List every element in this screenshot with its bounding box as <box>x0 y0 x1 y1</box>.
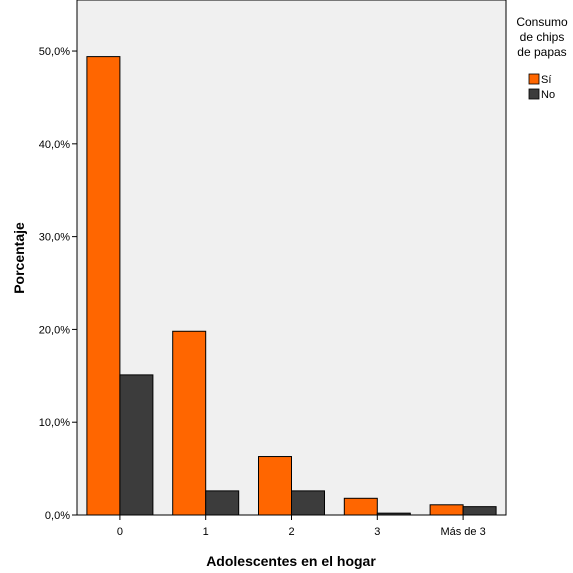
legend-label-no: No <box>541 89 555 101</box>
y-tick-label: 0,0% <box>45 510 70 522</box>
y-tick-label: 20,0% <box>39 324 70 336</box>
bar-si-3 <box>343 497 378 516</box>
legend: Consumo de chips de papas Sí No <box>516 15 568 101</box>
legend-title-line-2: de chips <box>520 30 565 44</box>
x-tick-label: 0 <box>117 526 123 538</box>
bar-si-1 <box>172 330 207 516</box>
legend-title-line-1: Consumo <box>516 15 568 29</box>
bar-si-0 <box>86 56 121 516</box>
y-tick-label: 10,0% <box>39 417 70 429</box>
bar-no-1 <box>205 490 240 516</box>
x-tick-label: 2 <box>288 526 294 538</box>
y-tick-label: 30,0% <box>39 232 70 244</box>
y-tick-label: 50,0% <box>39 46 70 58</box>
legend-swatch-no <box>528 88 540 100</box>
y-axis-title: Porcentaje <box>11 222 27 294</box>
x-axis-title: Adolescentes en el hogar <box>206 553 376 569</box>
bar-no-0 <box>119 374 154 516</box>
bar-no-4 <box>462 506 497 516</box>
legend-label-si: Sí <box>541 74 551 86</box>
bar-si-4 <box>429 504 464 516</box>
x-tick-label: Más de 3 <box>440 526 485 538</box>
y-tick-label: 40,0% <box>39 139 70 151</box>
x-tick-label: 1 <box>203 526 209 538</box>
legend-swatch-si <box>528 73 540 85</box>
bar-no-2 <box>291 490 325 516</box>
bar-no-3 <box>376 512 411 516</box>
x-tick-label: 3 <box>374 526 380 538</box>
legend-title-line-3: de papas <box>517 45 566 59</box>
bar-si-2 <box>258 456 292 516</box>
